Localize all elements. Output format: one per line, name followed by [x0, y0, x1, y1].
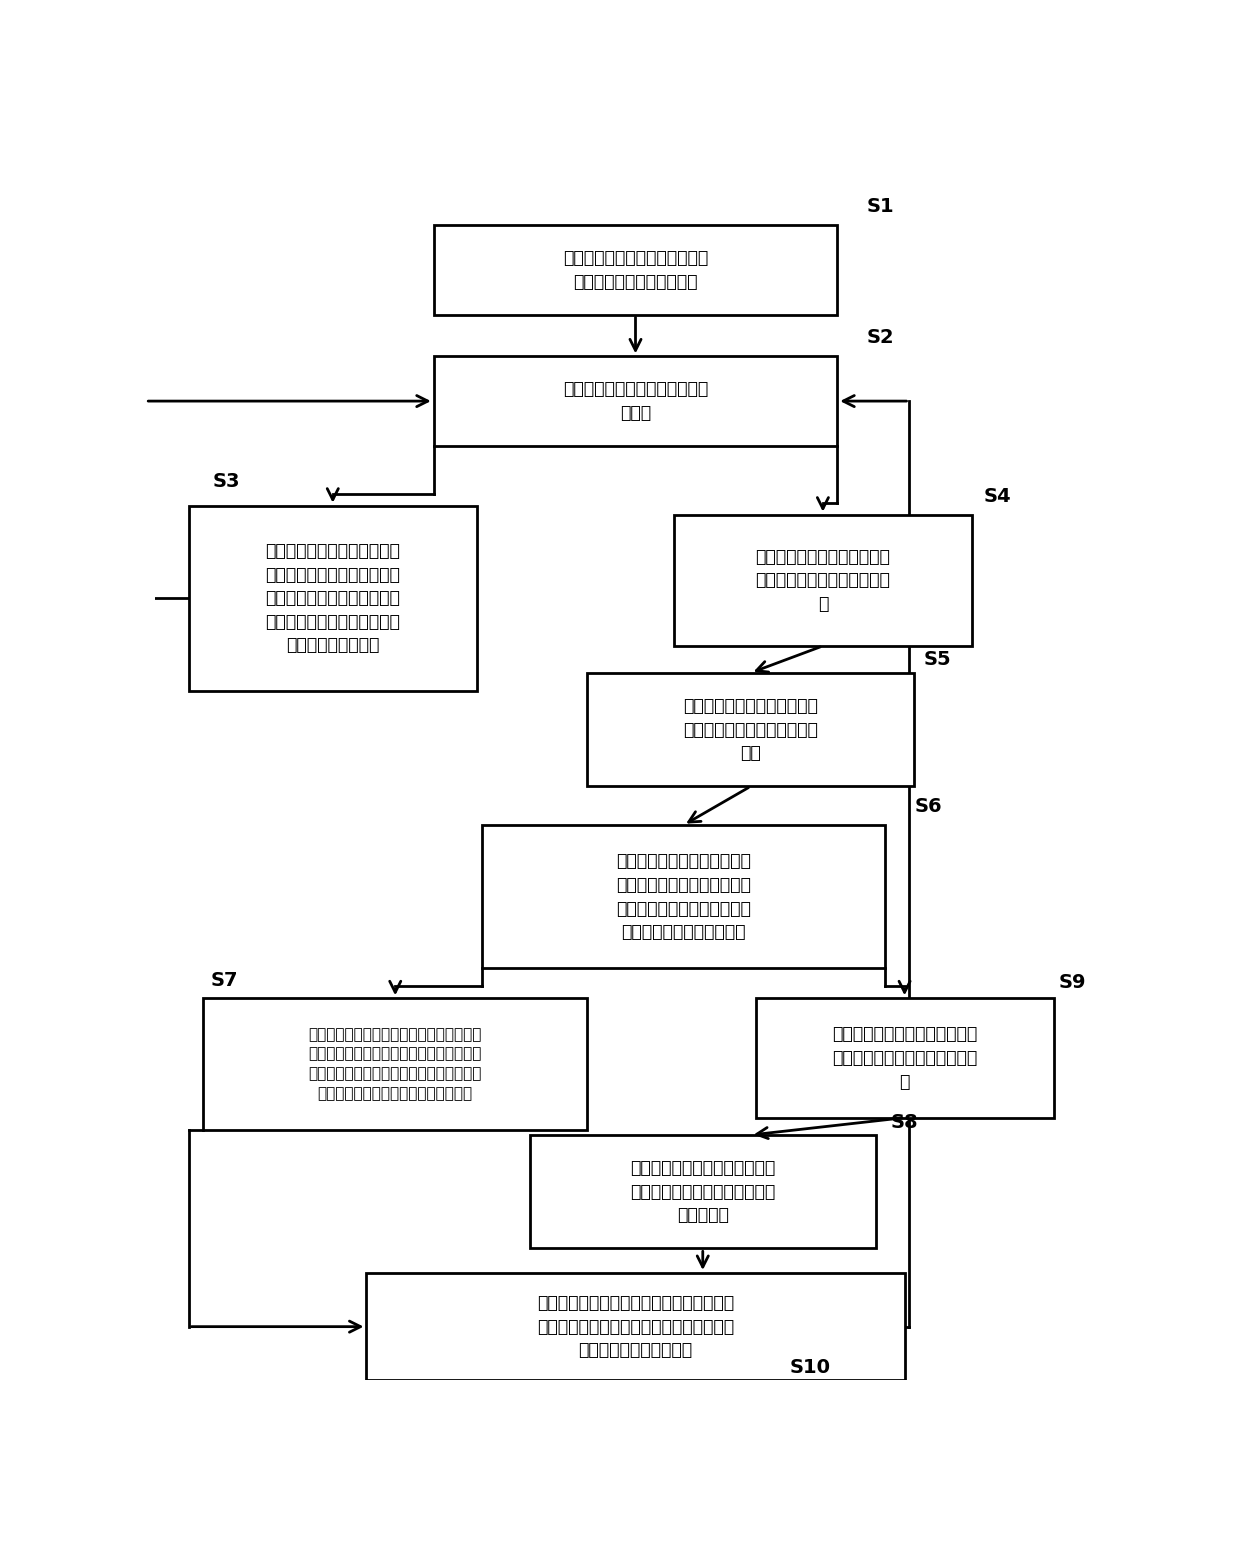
- Text: S7: S7: [211, 971, 238, 990]
- Text: S6: S6: [914, 797, 942, 816]
- Text: 根据煤岩体微破裂信号事件定位结果、煤岩
体微破裂形成机制、速度场刻画巷道迎头前
方不良地质体的展布特征: 根据煤岩体微破裂信号事件定位结果、煤岩 体微破裂形成机制、速度场刻画巷道迎头前 …: [537, 1294, 734, 1359]
- Bar: [755, 999, 1054, 1118]
- Bar: [367, 1273, 905, 1380]
- Text: 利用主动震源对监测区域进行巷
道锤击: 利用主动震源对监测区域进行巷 道锤击: [563, 380, 708, 422]
- Text: 对微调煤岩体微破裂信号事件进
行震源机制解，得到煤岩体微破
裂形成机制: 对微调煤岩体微破裂信号事件进 行震源机制解，得到煤岩体微破 裂形成机制: [630, 1159, 775, 1224]
- Text: 对预处理地震波信号进行事件
检测，得到煤岩体微破裂信号
事件: 对预处理地震波信号进行事件 检测，得到煤岩体微破裂信号 事件: [683, 696, 818, 762]
- Text: 通过微震传感器获取主动震源
锤击的地震波信号，并根据地
震波信号对初步地震波传播速
度进行校正，确定监测区域的
目标地震波传播速度: 通过微震传感器获取主动震源 锤击的地震波信号，并根据地 震波信号对初步地震波传播…: [265, 541, 401, 655]
- Bar: [529, 1135, 875, 1249]
- Text: S8: S8: [890, 1114, 918, 1132]
- Bar: [188, 506, 477, 690]
- Text: S4: S4: [983, 487, 1011, 506]
- Text: S2: S2: [866, 329, 894, 347]
- Text: S3: S3: [213, 472, 241, 490]
- Text: S10: S10: [789, 1357, 831, 1377]
- Bar: [482, 825, 885, 968]
- Bar: [675, 515, 972, 645]
- Bar: [434, 225, 837, 315]
- Text: S9: S9: [1058, 972, 1086, 993]
- Text: 对地震波信号进行信号识别和
预处理，得到预处理地震波信
号: 对地震波信号进行信号识别和 预处理，得到预处理地震波信 号: [755, 548, 890, 613]
- Bar: [203, 999, 588, 1129]
- Text: S1: S1: [866, 197, 894, 216]
- Bar: [588, 673, 914, 786]
- Text: S5: S5: [924, 650, 951, 668]
- Text: 根据监测区域地质资料确定监测
区域的初步地震波传播速度: 根据监测区域地质资料确定监测 区域的初步地震波传播速度: [563, 248, 708, 290]
- Text: 根据目标地震波传播速度对煤
岩体微破裂信号事件定位的纵
波、横波进行人工微调，得到
微调煤岩体微破裂信号事件: 根据目标地震波传播速度对煤 岩体微破裂信号事件定位的纵 波、横波进行人工微调，得…: [616, 853, 751, 941]
- Bar: [434, 357, 837, 445]
- Text: 通过坍塌网格搜索定位、包含方位角信息的
双差地震走时定位法及目标地震波传播速度
对微调煤岩体微破裂信号事件进行定位计算
，得到煤岩体微破裂信号事件定位结果: 通过坍塌网格搜索定位、包含方位角信息的 双差地震走时定位法及目标地震波传播速度 …: [309, 1027, 482, 1101]
- Text: 对微调煤岩体微破裂信号事件进
行双差成像计算，反演得到速度
场: 对微调煤岩体微破裂信号事件进 行双差成像计算，反演得到速度 场: [832, 1025, 977, 1090]
